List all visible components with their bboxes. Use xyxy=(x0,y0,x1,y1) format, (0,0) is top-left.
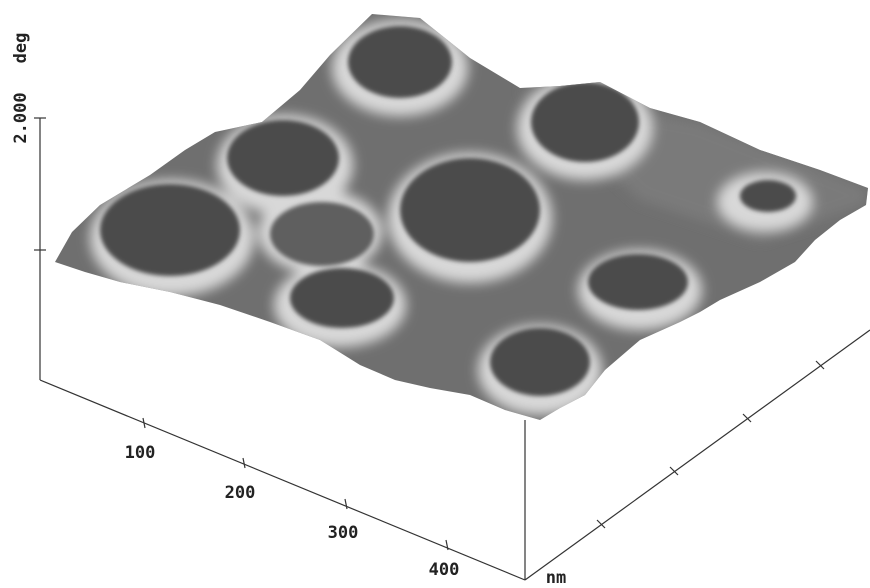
x-unit: nm xyxy=(546,568,566,588)
page: {"axes": {"z_unit": "deg", "z_tick": "2.… xyxy=(0,0,870,588)
x-tick-label: 300 xyxy=(328,523,359,543)
surface xyxy=(0,0,870,588)
x-tick-label: 100 xyxy=(125,443,156,463)
x-tick-label: 200 xyxy=(225,483,256,503)
z-unit: deg xyxy=(11,33,31,64)
x-axis xyxy=(40,380,525,580)
z-tick-label: 2.000 xyxy=(11,92,31,143)
x-tick-label: 400 xyxy=(429,560,460,580)
x-ticks xyxy=(143,418,448,550)
afm-surface-plot: deg 2.000 100 200 300 400 nm xyxy=(0,0,870,588)
